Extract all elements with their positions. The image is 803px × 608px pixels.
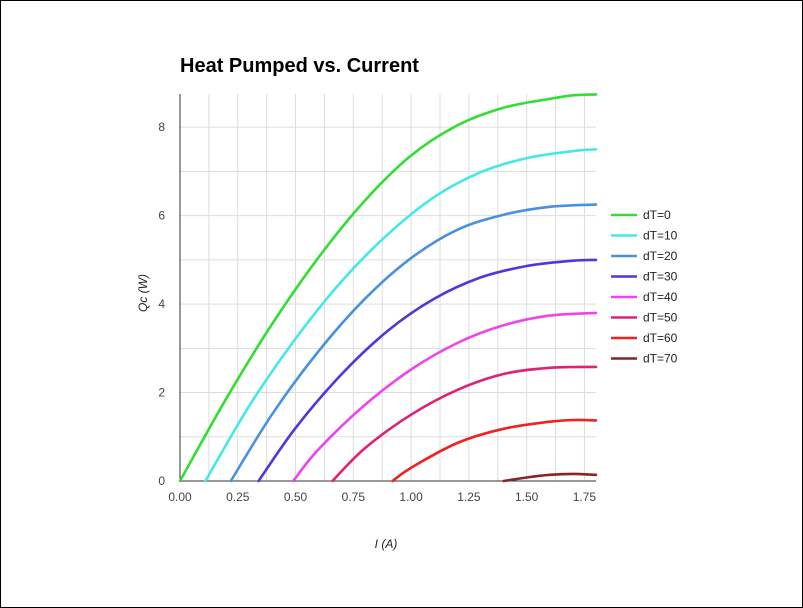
legend: dT=0 dT=10 dT=20 dT=30 dT=40 dT=50 dT=60 dT=70 [611, 208, 678, 366]
chart-title: Heat Pumped vs. Current [180, 55, 419, 77]
y-tick-label: 4 [158, 297, 165, 311]
y-axis-label: Qc (W) [136, 274, 150, 312]
y-tick-label: 6 [158, 209, 165, 223]
x-tick-label: 1.25 [457, 490, 481, 504]
x-tick-label: 0.50 [284, 490, 308, 504]
legend-label: dT=20 [643, 249, 678, 263]
grid-lines [180, 94, 596, 481]
legend-label: dT=30 [643, 270, 678, 284]
x-tick-label: 1.00 [399, 490, 423, 504]
series-line-dt40 [291, 311, 598, 483]
series-lines [178, 93, 598, 483]
x-tick-label: 0.00 [168, 490, 192, 504]
series-line-dt0 [178, 93, 598, 483]
axes: 0.00 0.25 0.50 0.75 1.00 1.25 1.50 1.75 0 2 4 6 8 [158, 94, 596, 504]
series-line-dt70 [502, 472, 598, 483]
series-line-dt50 [331, 365, 598, 483]
x-axis-label: I (A) [375, 537, 398, 551]
legend-label: dT=0 [643, 208, 671, 222]
x-tick-label: 0.75 [342, 490, 366, 504]
x-tick-label: 0.25 [226, 490, 250, 504]
series-line-dt60 [391, 418, 598, 483]
legend-label: dT=50 [643, 311, 678, 325]
x-tick-label: 1.50 [515, 490, 539, 504]
series-line-dt10 [204, 148, 598, 483]
y-tick-label: 2 [158, 386, 165, 400]
x-tick-label: 1.75 [573, 490, 597, 504]
legend-label: dT=10 [643, 229, 678, 243]
y-tick-label: 0 [158, 474, 165, 488]
legend-label: dT=40 [643, 290, 678, 304]
y-tick-label: 8 [158, 120, 165, 134]
series-line-dt30 [257, 258, 598, 483]
legend-label: dT=60 [643, 331, 678, 345]
series-line-dt20 [229, 203, 598, 483]
legend-label: dT=70 [643, 352, 678, 366]
